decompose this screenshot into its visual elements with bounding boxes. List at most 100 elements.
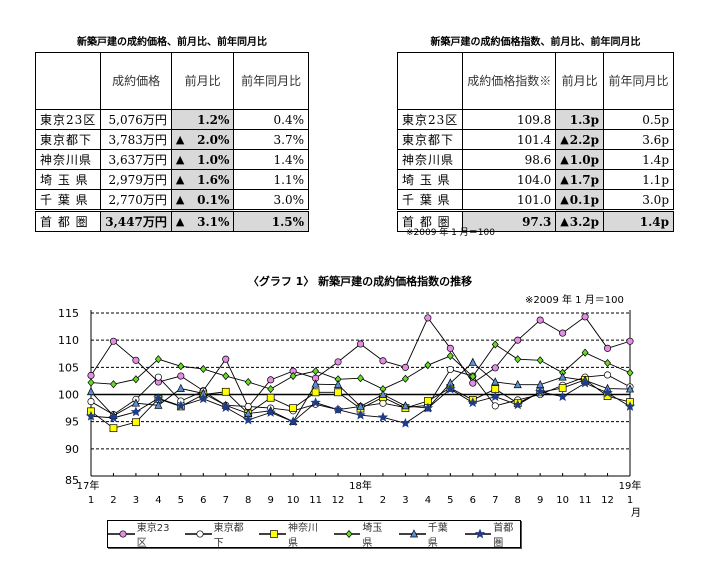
data-point [220,402,231,412]
data-point [199,364,207,374]
region-name: 埼 玉 県 [396,169,464,190]
legend-circle-icon [184,530,212,538]
price-cell: 2,770万円 [100,189,172,211]
data-point [266,393,275,402]
data-point [379,357,387,365]
legend-label: 千葉県 [427,523,448,549]
x-tick-label: 7 [492,495,498,506]
x-tick-label: 10 [556,495,569,506]
data-point [491,377,500,386]
mom-cell: ▲ 1.0p [555,149,605,170]
data-point [514,336,522,344]
down-triangle-icon: ▲ [175,214,185,228]
data-point [176,383,185,392]
legend-item: 東京23区 [108,519,175,549]
data-point [198,393,209,404]
legend-item: 東京都下 [184,519,249,549]
y-tick-label: 115 [58,307,79,320]
data-point [559,329,567,337]
data-point [514,355,522,364]
legend-item: 神奈川県 [259,519,323,549]
data-point [132,375,140,384]
yoy-cell: 1.4% [233,149,309,170]
data-point [355,409,366,420]
mom-cell: 1.3p [555,109,605,130]
x-tick-label: 5 [178,495,184,506]
data-point [446,365,454,374]
x-tick-label: 10 [287,495,300,506]
data-point [401,401,410,410]
data-point [267,376,275,384]
mom-cell: ▲ 0.1p [555,189,605,211]
yoy-cell: 0.5p [603,109,674,130]
data-point [221,387,230,396]
down-triangle-icon: ▲ [560,152,569,166]
data-point [624,401,636,411]
y-tick-label: 90 [65,443,79,456]
legend-label: 神奈川県 [287,523,318,549]
x-tick-label: 12 [601,495,614,506]
data-point [401,363,409,371]
legend-item: 千葉県 [399,519,454,549]
data-point [625,384,635,393]
data-point [132,356,140,364]
table-row: 東京23区 5,076万円 1.2% 0.4% [34,109,309,130]
region-name: 神奈川県 [34,149,102,170]
table-row: 東京都下 101.4 ▲ 2.2p 3.6p [396,129,674,150]
header-cell: 前月比 [555,52,605,110]
yoy-cell: 1.5% [233,209,309,232]
price-cell: 97.3 [462,209,557,232]
data-point [536,356,544,365]
data-point [626,337,634,345]
data-point [109,424,118,433]
mom-cell: ▲ 3.2p [555,209,605,232]
chart-title: 〈グラフ 1〉 新築戸建の成約価格指数の推移 [247,275,473,288]
left-table-title: 新築戸建の成約価格、前月比、前年同月比 [77,37,267,48]
yoy-cell: 1.1p [603,169,674,190]
mom-cell: ▲ 0.1% [170,189,235,211]
data-point [378,389,388,398]
price-table: 成約価格 前月比 前年同月比 東京23区 5,076万円 1.2% 0.4% 東京都… [34,52,309,232]
header-cell: 前年同月比 [603,52,674,110]
data-point [270,530,279,538]
data-point [602,387,613,398]
data-point [87,371,95,380]
data-point [469,372,477,381]
series-line [90,343,631,390]
data-point [119,530,127,538]
price-cell: 104.0 [462,169,557,190]
yoy-cell: 3.0p [603,189,674,211]
table-row: 神奈川県 3,637万円 ▲ 1.0% 1.4% [34,149,309,170]
data-point [490,391,501,402]
data-point [154,400,163,409]
table-row: 東京都下 3,783万円 ▲ 2.0% 3.7% [34,129,309,150]
data-point [474,528,485,539]
region-name: 東京23区 [34,109,102,130]
data-point [312,367,320,376]
x-tick-label: 3 [133,495,139,506]
chart-legend: 東京23区 東京都下 神奈川県 埼玉県 千葉県 首都圏 [107,519,521,549]
region-name: 千 葉 県 [396,189,464,211]
data-point [332,404,344,415]
month-unit: 月 [631,507,641,519]
table-row: 首 都 圏 3,447万円 ▲ 3.1% 1.5% [34,209,309,232]
region-name: 首 都 圏 [34,209,102,232]
chart-note: ※2009 年 1 月＝100 [525,295,624,306]
legend-star-icon [464,528,492,539]
x-tick-label: 5 [447,495,453,506]
data-point [557,391,568,402]
series-0 [87,313,634,411]
data-point [334,388,342,397]
year-label: 18年 [349,479,372,492]
data-point [243,414,254,425]
data-point [154,373,162,381]
data-point [109,380,117,389]
price-cell: 3,637万円 [100,149,172,170]
data-point [334,358,342,366]
data-point [287,416,299,427]
data-point [377,411,389,422]
data-point [109,337,118,345]
data-point [177,362,185,371]
data-point [446,344,454,352]
data-point [357,374,364,383]
